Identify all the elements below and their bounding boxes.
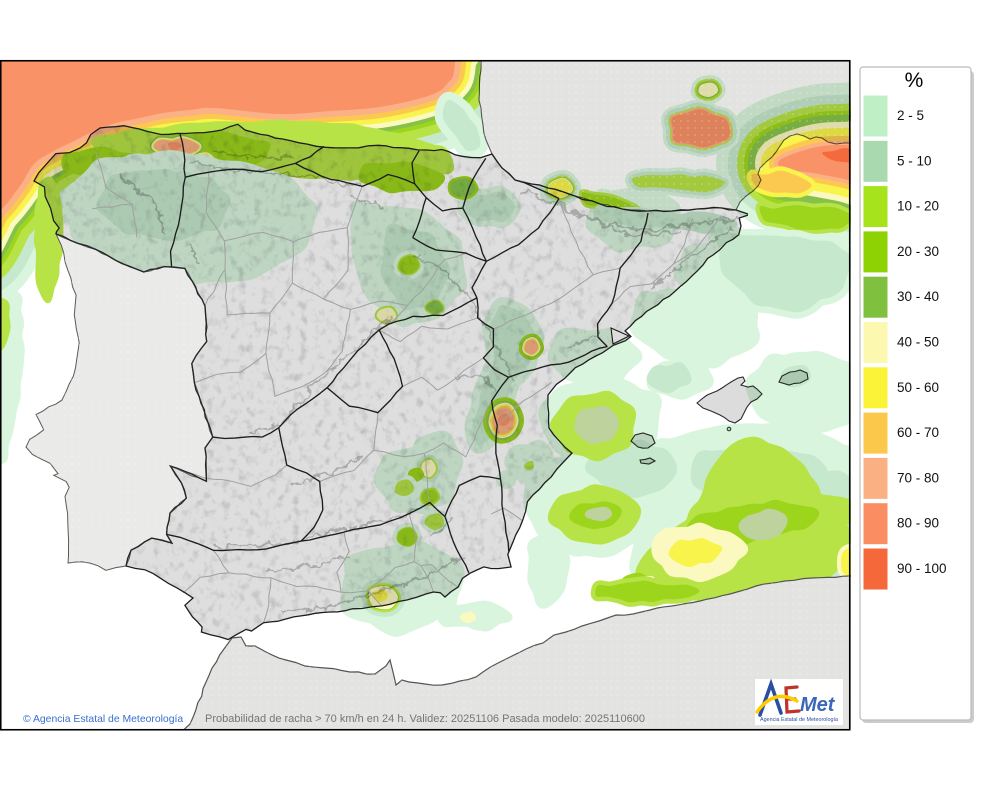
svg-text:2 - 5: 2 - 5 [897, 108, 924, 123]
svg-text:30 - 40: 30 - 40 [897, 289, 939, 304]
svg-text:10 - 20: 10 - 20 [897, 199, 939, 214]
svg-text:%: % [905, 69, 924, 92]
svg-text:20 - 30: 20 - 30 [897, 244, 939, 259]
svg-text:Agencia Estatal de Meteorologí: Agencia Estatal de Meteorología [760, 717, 838, 723]
svg-text:© Agencia Estatal de Meteorolo: © Agencia Estatal de Meteorología [23, 714, 183, 725]
svg-text:Met: Met [800, 694, 836, 716]
svg-text:5 - 10: 5 - 10 [897, 153, 932, 168]
svg-text:80 - 90: 80 - 90 [897, 516, 939, 531]
svg-text:70 - 80: 70 - 80 [897, 470, 939, 485]
svg-text:90 - 100: 90 - 100 [897, 561, 947, 576]
svg-text:50 - 60: 50 - 60 [897, 380, 939, 395]
svg-text:60 - 70: 60 - 70 [897, 425, 939, 440]
svg-text:Probabilidad de racha > 70 km/: Probabilidad de racha > 70 km/h en 24 h.… [205, 713, 645, 725]
svg-text:40 - 50: 40 - 50 [897, 335, 939, 350]
